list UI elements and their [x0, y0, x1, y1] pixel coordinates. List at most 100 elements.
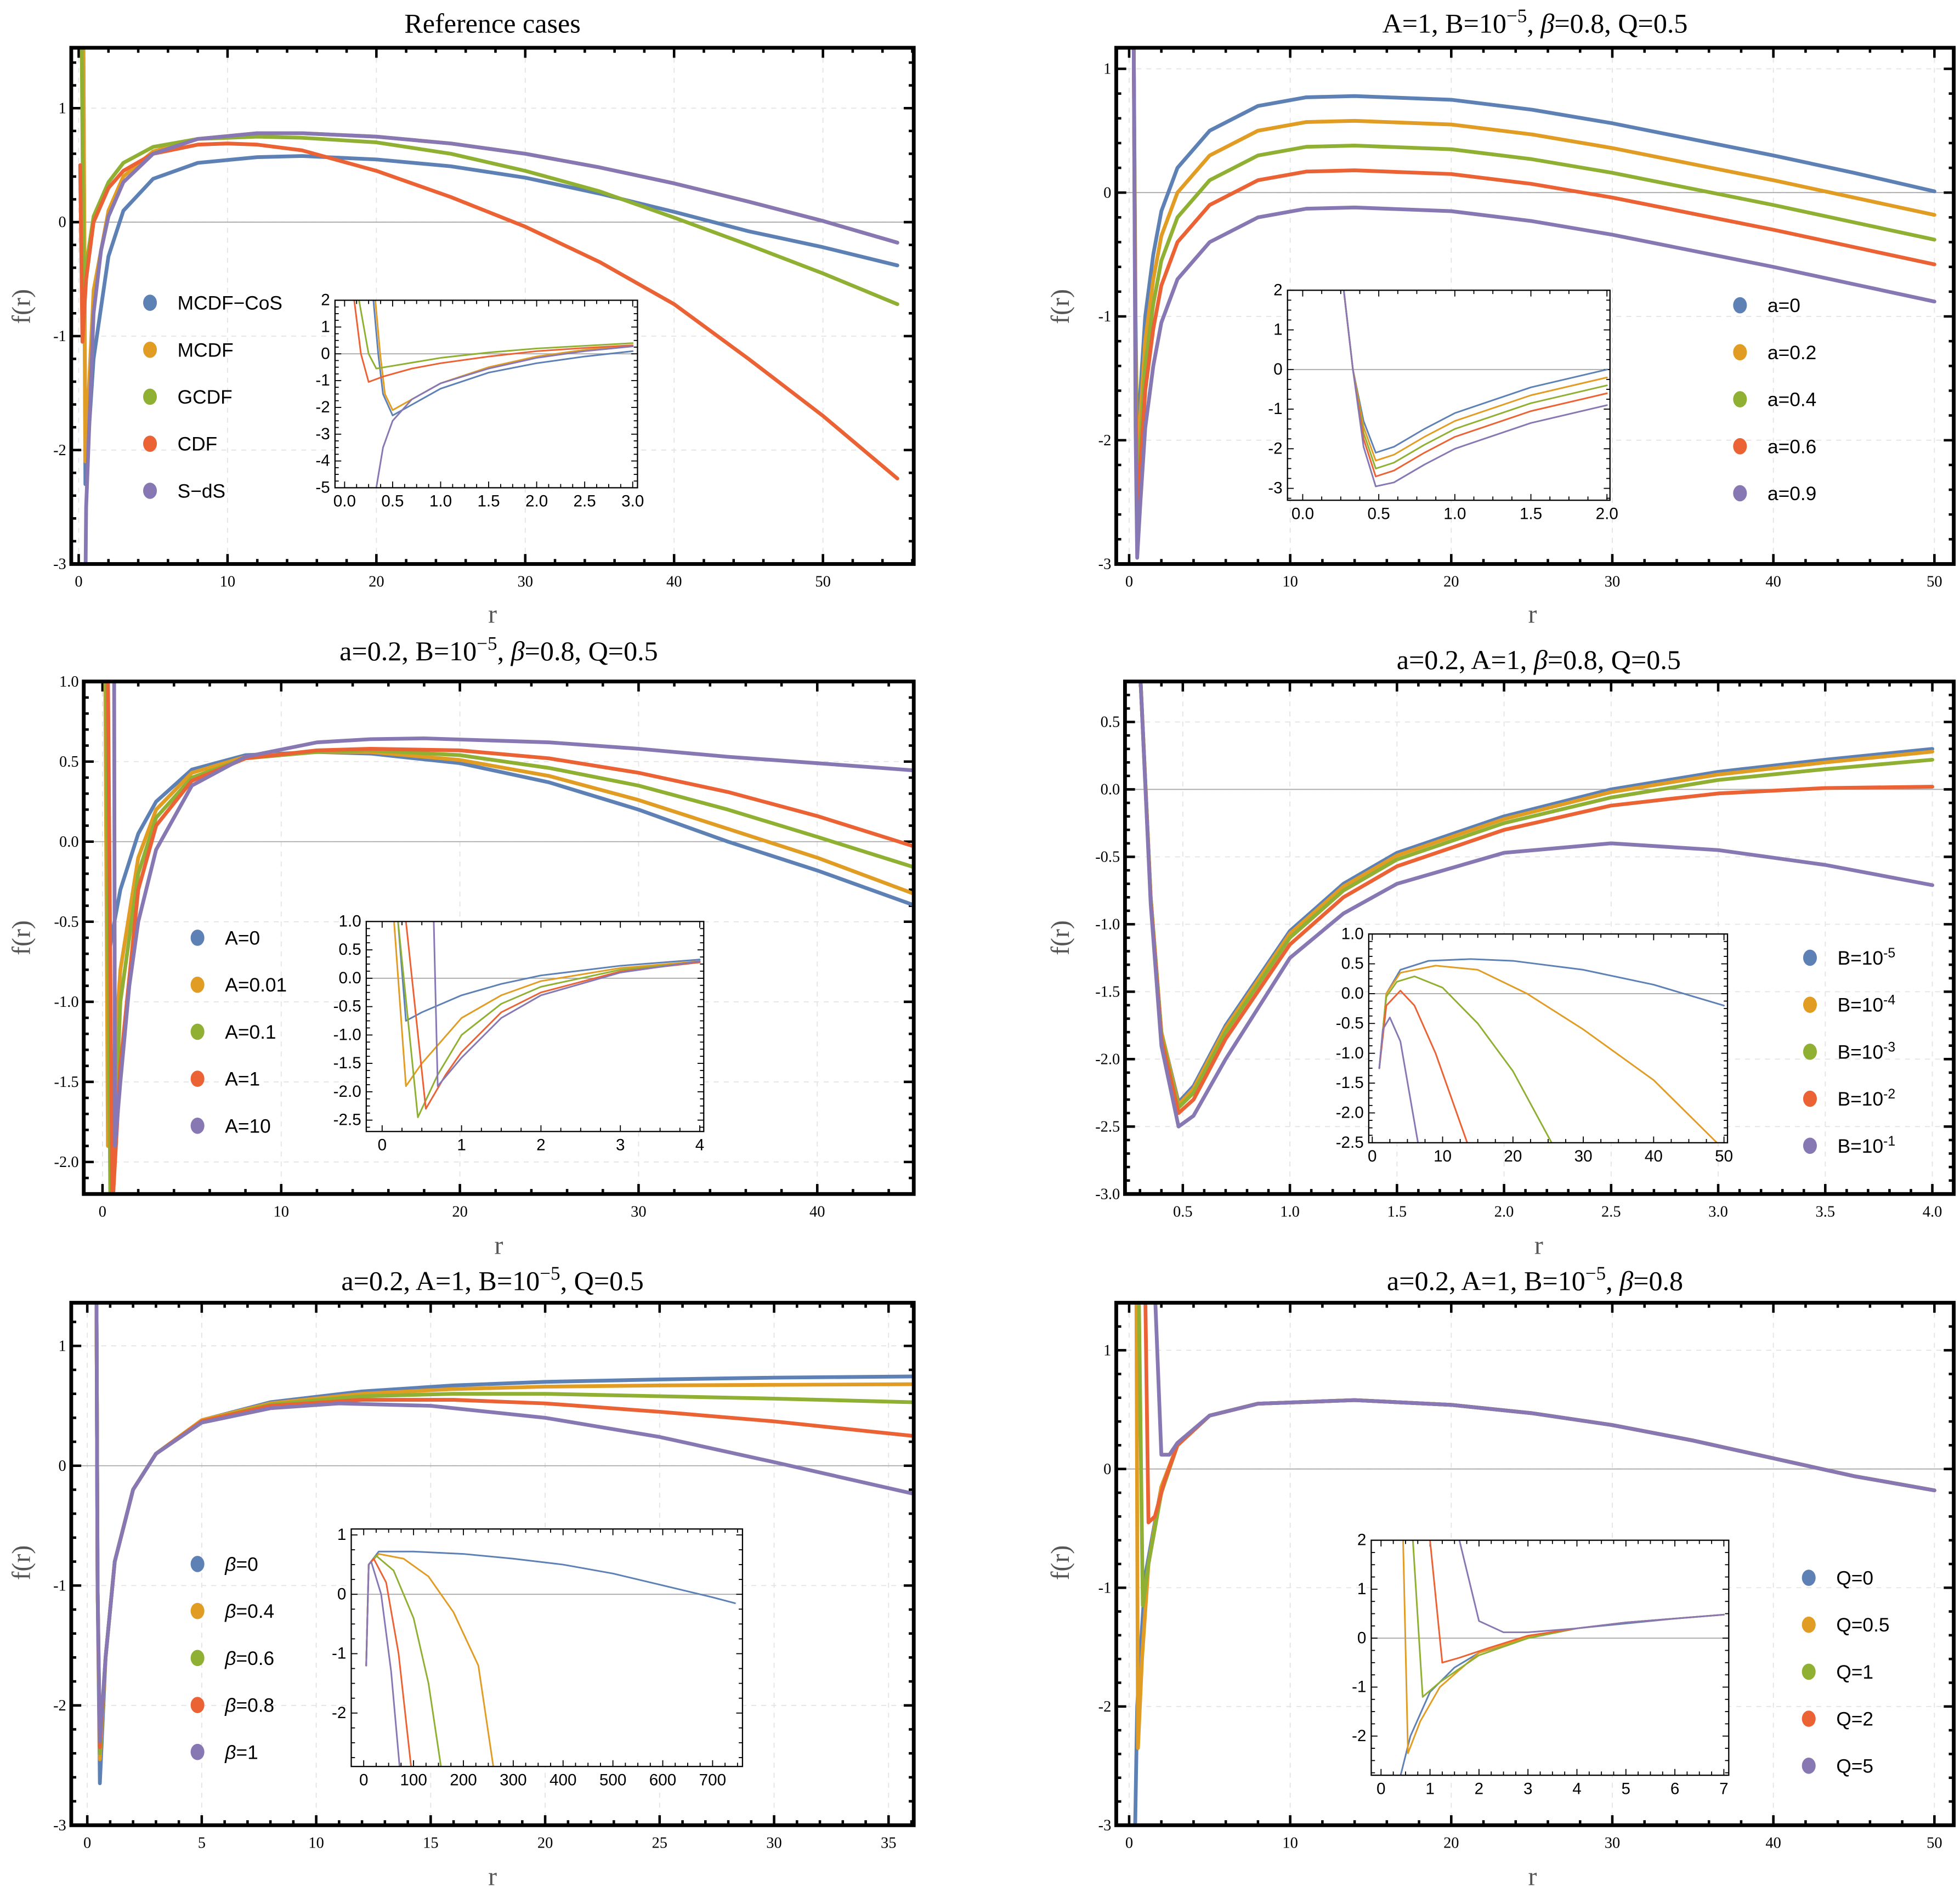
- x-tick-label: 10: [220, 573, 235, 590]
- y-tick-label: -2.5: [1336, 1134, 1364, 1152]
- superscript: -3: [1883, 1040, 1895, 1055]
- text-segment: β: [224, 1695, 236, 1716]
- legend-item: β=0.4: [190, 1601, 274, 1622]
- x-tick-label: 2.5: [574, 492, 596, 511]
- x-tick-label: 1.0: [1443, 505, 1466, 523]
- legend-marker: [1802, 1758, 1816, 1774]
- legend-marker: [143, 388, 157, 405]
- text-segment: a=0.6: [1768, 436, 1816, 457]
- legend-label: Q=1: [1836, 1662, 1873, 1683]
- legend-item: MCDF−CoS: [143, 293, 282, 314]
- legend-marker: [143, 294, 157, 311]
- x-tick-label: 30: [1605, 573, 1620, 590]
- y-tick-label: -1.5: [333, 1054, 361, 1072]
- x-tick-label: 20: [452, 1203, 467, 1220]
- inset-series-line-4: [1458, 1540, 1725, 1633]
- text-segment: Q=5: [1836, 1755, 1873, 1777]
- y-tick-label: 1: [1273, 321, 1282, 339]
- text-segment: Q=0: [1836, 1568, 1873, 1589]
- legend-label: Q=0: [1836, 1568, 1873, 1589]
- y-tick-label: -3: [1268, 479, 1282, 497]
- series-line-0: [81, 48, 899, 486]
- legend-item: a=0.6: [1733, 436, 1816, 457]
- plot-frame: [69, 46, 916, 566]
- y-tick-label: -2: [1098, 1698, 1112, 1715]
- y-tick-label: -1.0: [1095, 916, 1120, 933]
- series-line-3: [78, 141, 899, 481]
- y-tick-label: -2.0: [1336, 1104, 1364, 1122]
- y-tick-label: 1: [1357, 1580, 1366, 1598]
- text-segment: , Q=0.5: [560, 1266, 644, 1296]
- text-segment: =0.4: [236, 1601, 274, 1622]
- y-axis-label: f(r): [7, 289, 36, 324]
- text-segment: β: [224, 1601, 236, 1622]
- text-segment: B=10: [1838, 1089, 1883, 1110]
- x-tick-label: 1.5: [477, 492, 500, 511]
- y-tick-label: 0: [337, 1585, 346, 1603]
- text-segment: B=10: [1838, 995, 1883, 1016]
- y-axis-label: f(r): [7, 1545, 36, 1580]
- y-tick-label: -5: [315, 479, 330, 497]
- legend-item: Q=0.5: [1802, 1614, 1890, 1636]
- panel-6: a=0.2, A=1, B=10−5, β=0.80 10 20 30 40 50-3-2…: [1046, 1262, 1956, 1891]
- series-layer: [1131, 48, 1936, 560]
- x-tick-label: 4.0: [1923, 1203, 1942, 1220]
- series-layer: [94, 1302, 914, 1786]
- text-segment: S−dS: [178, 480, 225, 502]
- x-tick-label: 1.0: [1280, 1203, 1300, 1220]
- inset-series-line-3: [353, 300, 634, 383]
- legend-label: MCDF: [178, 339, 234, 361]
- legend: MCDF−CoS MCDF GCDF CDF S−dS: [143, 293, 282, 502]
- text-segment: =0.8: [236, 1695, 274, 1716]
- series-layer: [1378, 958, 1725, 1143]
- x-tick-label: 600: [649, 1771, 676, 1789]
- superscript: -5: [1883, 945, 1895, 960]
- x-tick-label: 5: [198, 1834, 206, 1851]
- y-tick-label: 0.5: [59, 753, 79, 770]
- legend-label: B=10-2: [1838, 1087, 1895, 1111]
- legend-label: a=0.2: [1768, 342, 1816, 364]
- legend-item: CDF: [143, 434, 217, 455]
- y-tick-label: -1.5: [1336, 1074, 1364, 1092]
- x-tick-label: 3.0: [1708, 1203, 1728, 1220]
- x-axis-label: r: [494, 1231, 503, 1260]
- panel-3: a=0.2, B=10−5, β=0.8, Q=0.50 10 20 30 40-2.0…: [7, 632, 916, 1260]
- y-tick-label: 0: [321, 344, 330, 362]
- x-tick-label: 5: [1622, 1780, 1630, 1798]
- text-segment: ,: [1527, 8, 1540, 39]
- legend-label: Q=0.5: [1836, 1614, 1889, 1636]
- y-tick-label: 0.0: [59, 834, 79, 851]
- x-tick-label: 40: [666, 573, 682, 590]
- x-tick-label: 40: [1765, 573, 1781, 590]
- x-tick-label: 10: [274, 1203, 289, 1220]
- x-tick-label: 200: [450, 1771, 477, 1789]
- panel-2: A=1, B=10−5, β=0.8, Q=0.50 10 20 30 40 50-3-2…: [1046, 5, 1956, 629]
- legend-label: A=0.1: [225, 1022, 276, 1043]
- y-tick-label: 0: [59, 214, 66, 231]
- y-tick-label: 1: [59, 1338, 66, 1355]
- inset-plot: 0 100 200 300 400 500 600 700 -2 -1 0 1: [332, 1526, 744, 1789]
- text-segment: β: [224, 1554, 236, 1575]
- x-tick-label: 50: [1927, 573, 1942, 590]
- legend-label: A=1: [225, 1069, 260, 1090]
- legend-marker: [1803, 1044, 1817, 1060]
- x-tick-label: 15: [423, 1834, 438, 1851]
- legend-marker: [143, 435, 157, 452]
- legend-marker: [1733, 344, 1747, 361]
- inset-plot: 0 1 2 3 4 -2.5 -2.0 -1.5 -1.0 -0.5 0.0 0.5 1.0: [333, 912, 705, 1154]
- x-tick-label: 10: [1282, 1834, 1298, 1851]
- text-segment: β: [1540, 8, 1554, 39]
- y-tick-label: 1.0: [339, 912, 361, 930]
- series-line-4: [83, 131, 899, 564]
- text-segment: a=0.4: [1768, 389, 1816, 411]
- legend-marker: [190, 1743, 205, 1760]
- y-axis-label: f(r): [7, 920, 36, 955]
- x-tick-label: 3: [616, 1136, 625, 1154]
- legend-item: A=0.1: [190, 1022, 276, 1043]
- legend-item: B=10-1: [1803, 1134, 1895, 1157]
- y-tick-label: -3.0: [1095, 1186, 1120, 1203]
- x-tick-label: 700: [699, 1771, 726, 1789]
- legend-label: A=10: [225, 1115, 270, 1137]
- x-tick-label: 10: [1434, 1147, 1452, 1165]
- legend-marker: [1803, 1137, 1817, 1154]
